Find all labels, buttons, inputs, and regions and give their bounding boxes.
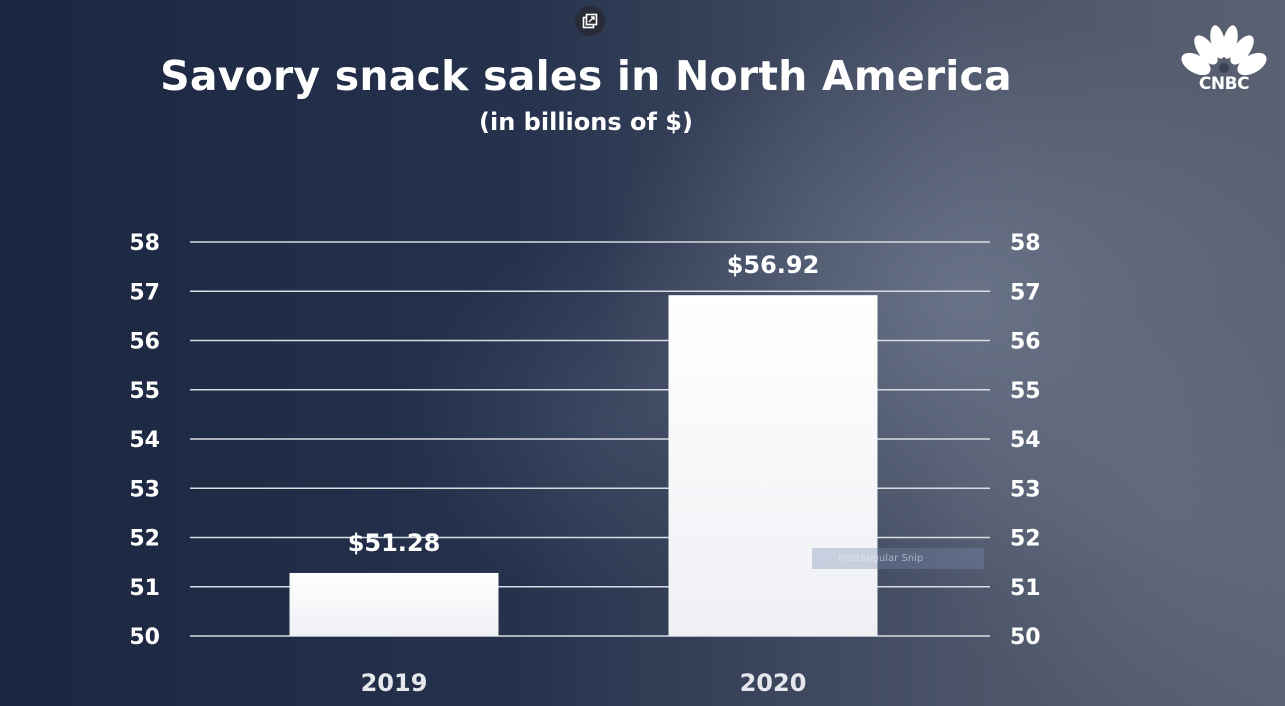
rectangular-snip-tooltip[interactable]: Rectangular Snip [812, 548, 984, 569]
y-tick-label-right: 55 [1010, 379, 1041, 404]
y-tick-label-left: 55 [129, 379, 160, 404]
y-tick-label-right: 51 [1010, 576, 1041, 601]
bar [289, 572, 499, 636]
data-label: $51.28 [348, 529, 441, 557]
x-tick-label: 2020 [740, 669, 807, 697]
y-tick-label-left: 50 [129, 625, 160, 650]
chart-title: Savory snack sales in North America [160, 52, 1012, 100]
y-tick-label-left: 58 [129, 231, 160, 256]
y-tick-label-right: 54 [1010, 428, 1041, 453]
bar [668, 295, 878, 636]
y-tick-label-right: 50 [1010, 625, 1041, 650]
y-tick-label-right: 52 [1010, 527, 1041, 552]
popout-icon [582, 13, 598, 29]
x-tick-label: 2019 [361, 669, 428, 697]
y-tick-label-left: 51 [129, 576, 160, 601]
y-tick-label-left: 56 [129, 330, 160, 355]
y-tick-label-right: 56 [1010, 330, 1041, 355]
y-tick-label-right: 57 [1010, 280, 1041, 305]
y-tick-label-left: 57 [129, 280, 160, 305]
data-label: $56.92 [727, 251, 820, 279]
chart-subtitle: (in billions of $) [479, 108, 693, 136]
snip-icon [818, 554, 826, 563]
peacock-icon [1181, 25, 1267, 76]
snip-label: Rectangular Snip [838, 553, 924, 564]
y-tick-label-left: 54 [129, 428, 160, 453]
y-tick-label-left: 52 [129, 527, 160, 552]
y-tick-label-right: 53 [1010, 477, 1041, 502]
logo-wordmark: CNBC [1198, 74, 1250, 94]
y-tick-label-left: 53 [129, 477, 160, 502]
popout-button[interactable] [575, 6, 605, 36]
y-tick-label-right: 58 [1010, 231, 1041, 256]
